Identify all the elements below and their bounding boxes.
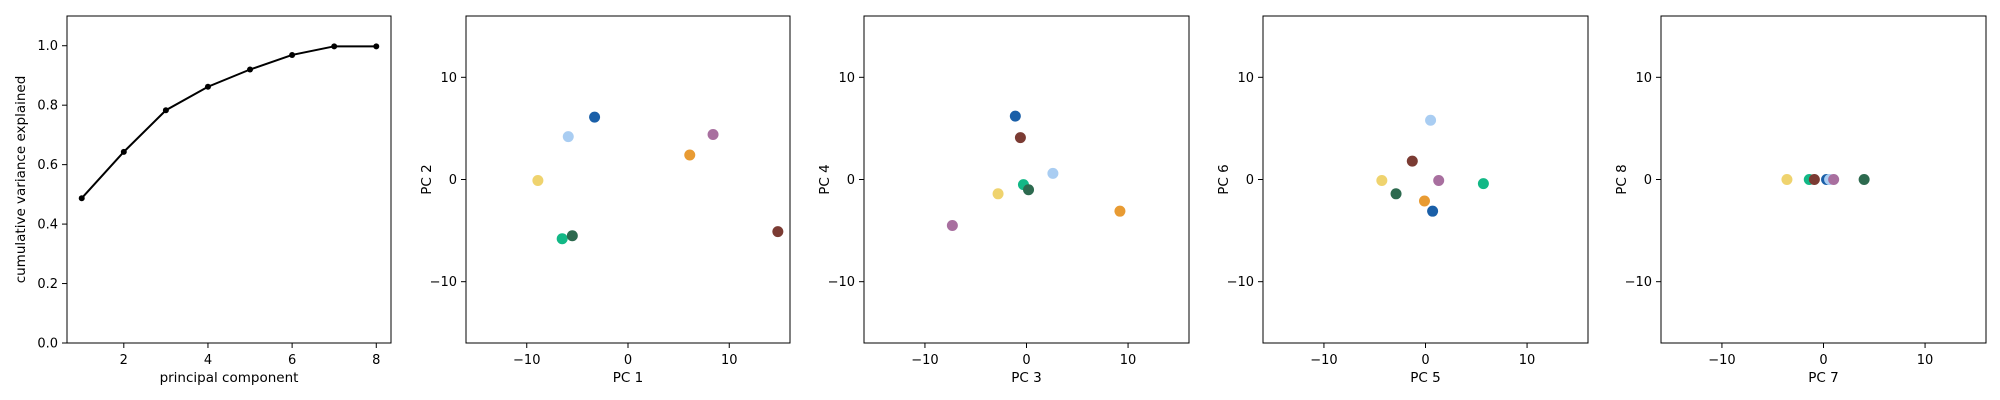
y-tick-label: −10	[1625, 275, 1652, 290]
x-tick-label: 10	[1519, 353, 1536, 368]
x-tick-label: 0	[1022, 353, 1030, 368]
y-tick-label: 0.6	[37, 158, 58, 173]
scatter-point	[1406, 155, 1418, 167]
chart-panel-4: −10 0 10 −10 0 10 PC 5 PC 6	[1216, 15, 1589, 386]
data-point	[373, 43, 380, 50]
x-axis-label: PC 5	[1410, 370, 1440, 386]
scatter-point	[684, 149, 696, 161]
y-tick-label: 10	[1237, 71, 1254, 86]
x-axis-label: PC 3	[1011, 370, 1041, 386]
y-tick-label: 1.0	[37, 39, 58, 54]
data-point	[78, 195, 85, 202]
x-tick-label: 0	[1421, 353, 1429, 368]
y-axis-label: PC 6	[1216, 164, 1232, 194]
plot-frame	[863, 15, 1190, 344]
series-line	[80, 45, 377, 199]
plot-frame	[66, 15, 392, 344]
scatter-point	[1009, 110, 1021, 122]
plot-frame	[1262, 15, 1589, 344]
data-point	[204, 83, 211, 90]
scatter-point	[1425, 114, 1437, 126]
scatter-point	[1047, 167, 1059, 179]
plot-frame	[1660, 15, 1987, 344]
y-tick-label: 0.4	[37, 218, 58, 233]
y-tick-label: 10	[1635, 71, 1652, 86]
x-tick-label: 2	[120, 353, 128, 368]
data-point	[331, 43, 338, 50]
chart-panel-5: −10 0 10 −10 0 10 PC 7 PC 8	[1614, 15, 1987, 386]
x-tick-label: 0	[624, 353, 632, 368]
y-axis-label: cumulative variance explained	[13, 76, 29, 284]
x-tick-label: 8	[372, 353, 380, 368]
scatter-point	[589, 111, 601, 123]
chart-panel-3: −10 0 10 −10 0 10 PC 3 PC 4	[817, 15, 1190, 386]
y-tick-label: 0	[847, 173, 855, 188]
scatter-point	[1014, 132, 1026, 144]
x-tick-label: 6	[288, 353, 296, 368]
scatter-point	[562, 131, 574, 143]
y-tick-label: −10	[828, 275, 855, 290]
y-tick-label: −10	[1227, 275, 1254, 290]
y-tick-label: 0.2	[37, 277, 58, 292]
chart-panel-2: −10 0 10 −10 0 10 PC 1 PC 2	[419, 15, 791, 386]
x-tick-label: −10	[513, 353, 540, 368]
scatter-point	[772, 226, 784, 238]
x-tick-label: 10	[1917, 353, 1934, 368]
y-tick-label: 0	[1246, 173, 1254, 188]
x-tick-label: 10	[1120, 353, 1137, 368]
y-tick-label: −10	[430, 275, 457, 290]
y-tick-label: 0	[449, 173, 457, 188]
scatter-point	[1023, 184, 1035, 196]
y-axis-label: PC 8	[1614, 164, 1630, 194]
x-tick-label: 10	[721, 353, 738, 368]
scatter-point	[1418, 195, 1430, 207]
x-tick-label: −10	[911, 353, 938, 368]
scatter-point	[1781, 174, 1793, 185]
scatter-point	[1433, 175, 1445, 187]
scatter-point	[707, 129, 719, 141]
scatter-point	[1427, 205, 1439, 217]
x-tick-label: −10	[1708, 353, 1735, 368]
y-axis-label: PC 4	[817, 164, 833, 194]
scatter-point	[992, 188, 1004, 200]
scatter-point	[1477, 178, 1489, 190]
y-tick-label: 0	[1644, 173, 1652, 188]
chart-panel-1: 2 4 6 8 0.0 0.2 0.4 0.6 0.8 1.0 principal componen…	[13, 15, 392, 386]
scatter-point	[566, 230, 578, 242]
scatter-point	[1390, 188, 1402, 200]
scatter-point	[1376, 175, 1388, 187]
x-axis-label: PC 1	[613, 370, 643, 386]
x-axis-label: principal component	[160, 370, 299, 386]
x-tick-label: 0	[1819, 353, 1827, 368]
x-tick-label: 4	[204, 353, 212, 368]
scatter-point	[532, 175, 544, 187]
scatter-point	[1808, 174, 1820, 185]
data-point	[247, 66, 254, 73]
data-point	[120, 148, 127, 155]
x-axis-label: PC 7	[1808, 370, 1838, 386]
scatter-point	[1828, 174, 1840, 185]
y-tick-label: 10	[838, 71, 855, 86]
plot-frame	[465, 15, 791, 344]
x-tick-label: −10	[1310, 353, 1337, 368]
scatter-point	[946, 219, 958, 231]
scatter-point	[556, 233, 568, 245]
data-point	[162, 107, 169, 114]
y-tick-label: 10	[440, 71, 457, 86]
y-axis-label: PC 2	[419, 164, 435, 194]
data-point	[289, 51, 296, 58]
y-tick-label: 0.0	[37, 337, 58, 352]
scatter-point	[1114, 205, 1126, 217]
y-tick-label: 0.8	[37, 99, 58, 114]
scatter-point	[1858, 174, 1870, 185]
